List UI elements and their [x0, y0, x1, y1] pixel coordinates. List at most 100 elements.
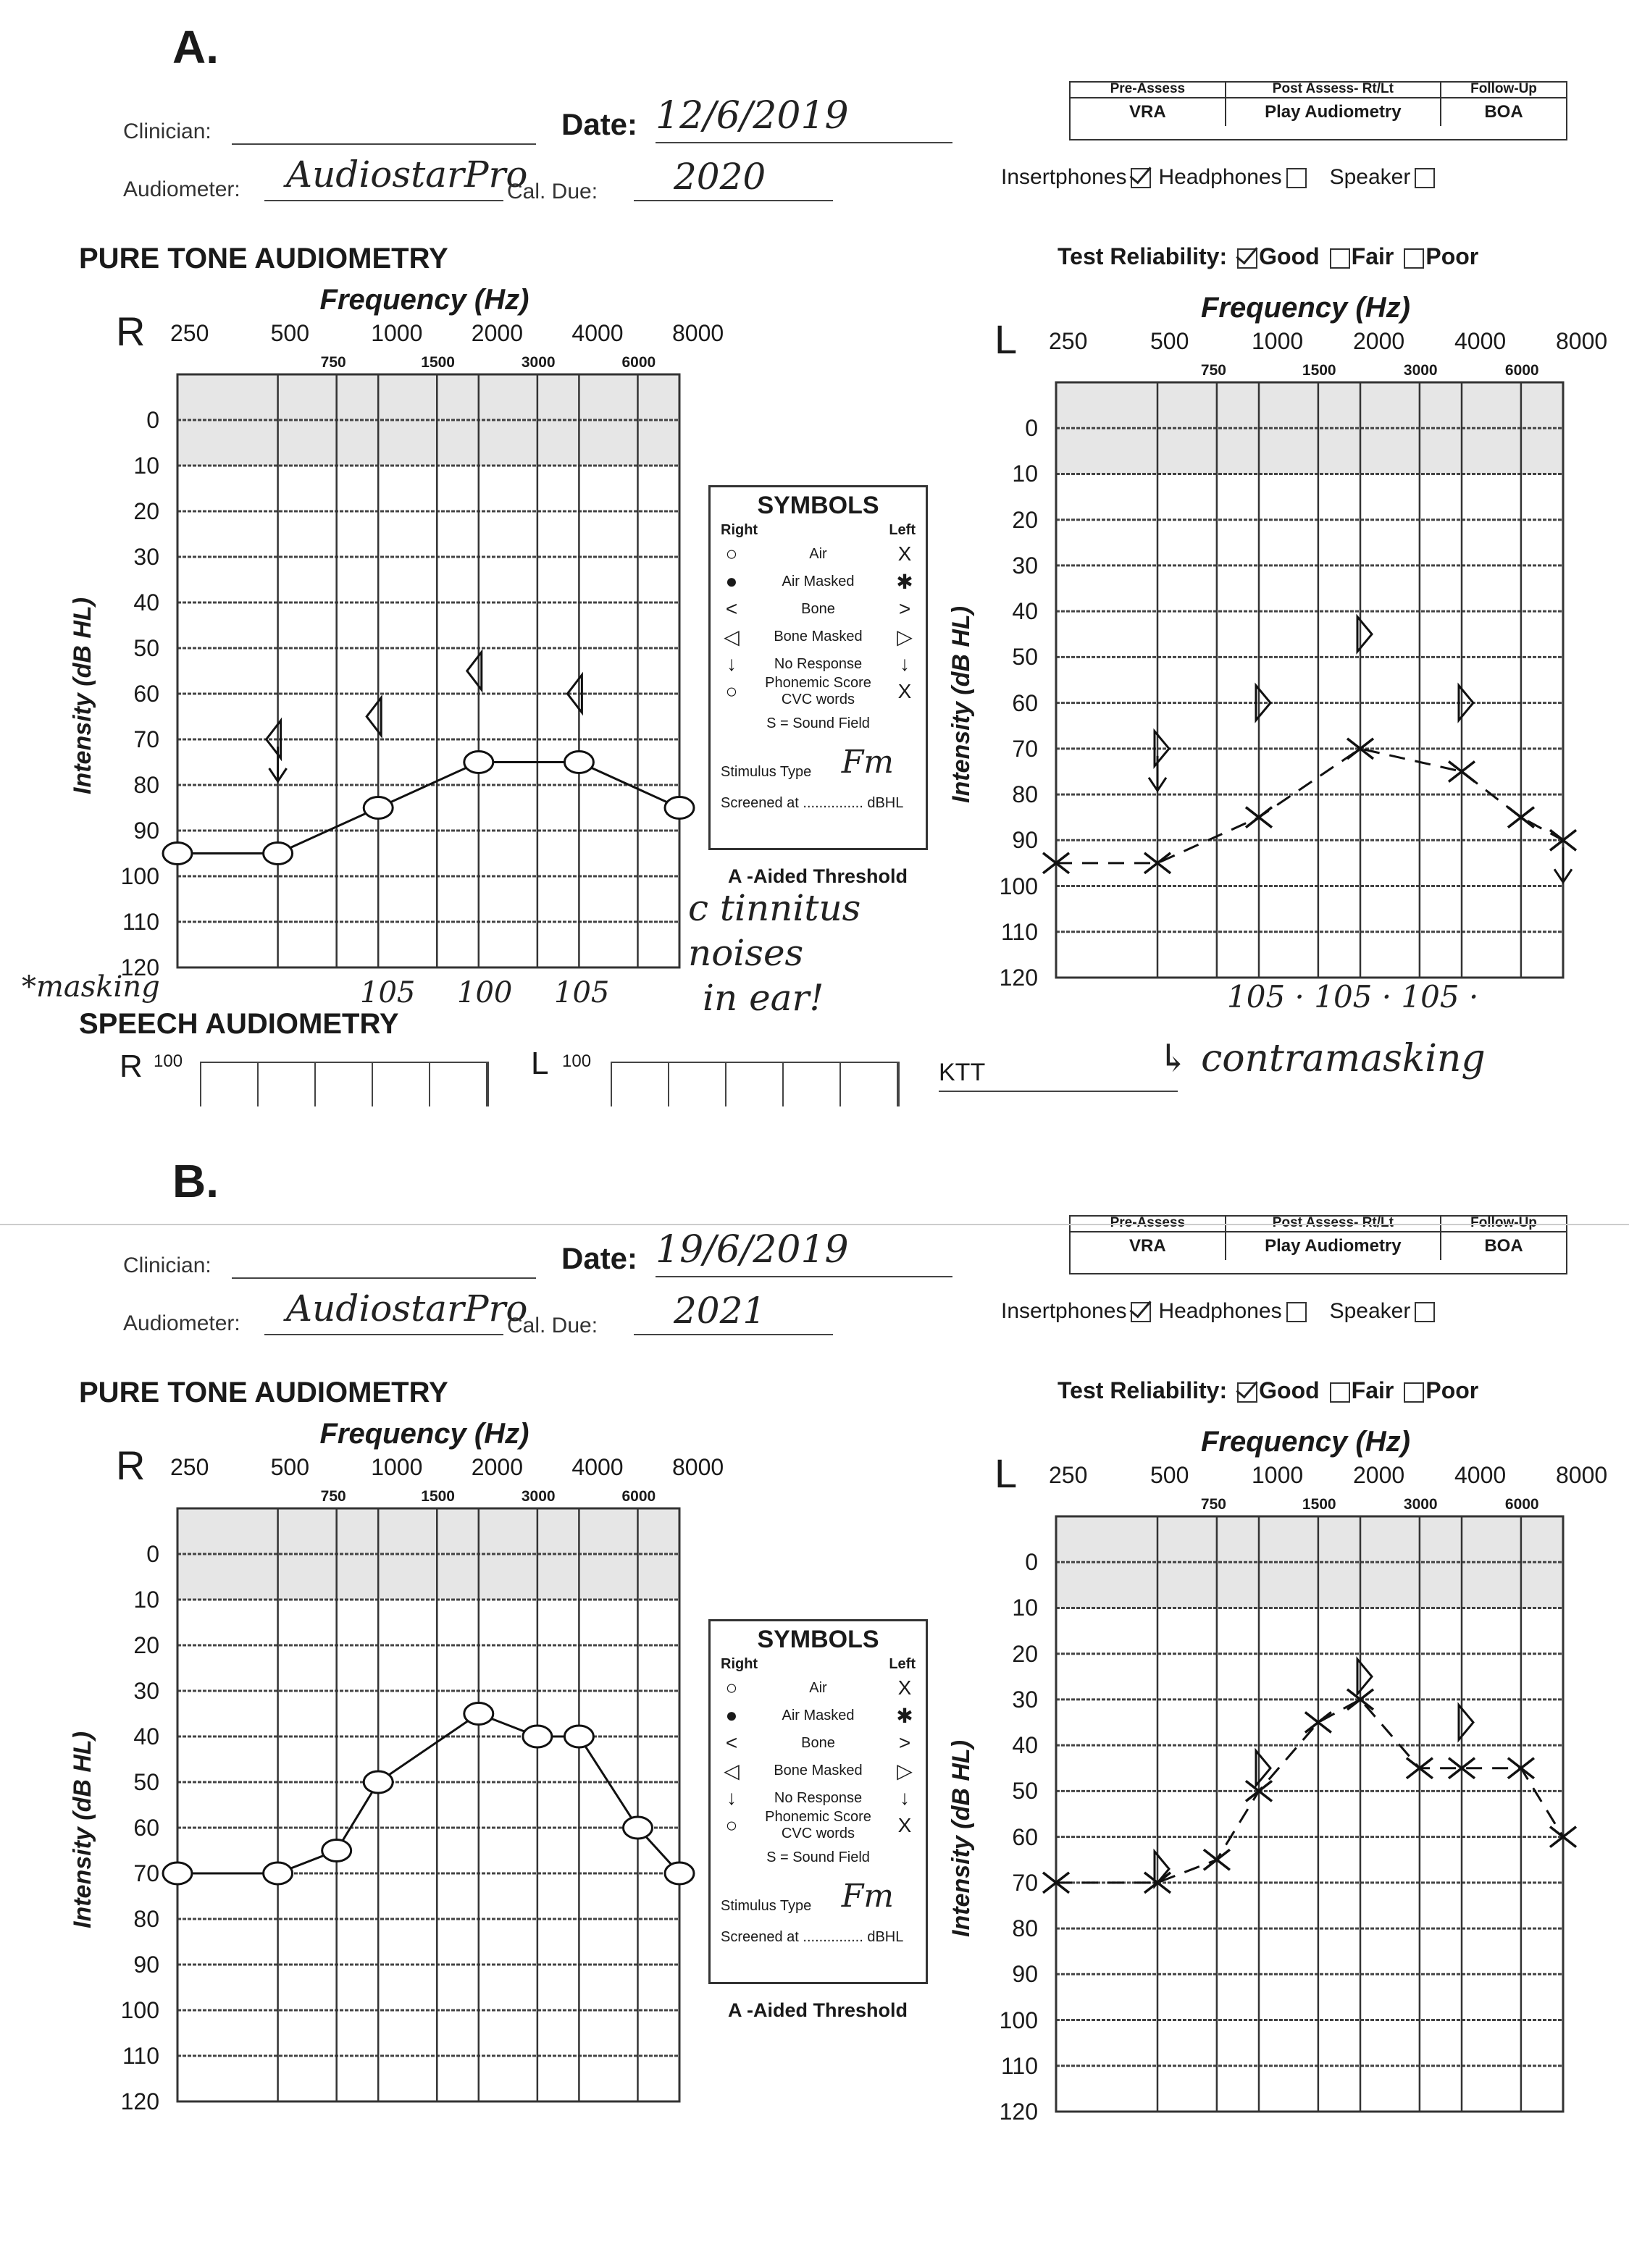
test-type-cell[interactable]: BOA [1484, 1236, 1523, 1256]
test-type-cell[interactable]: Pre-Assess [1071, 83, 1226, 97]
x-tick-label-minor: 1500 [421, 354, 455, 371]
legend-row: ○ Phonemic Score CVC words X [711, 675, 926, 707]
test-type-cell[interactable]: Play Audiometry [1226, 98, 1442, 126]
legend-left-symbol: ✱ [896, 1704, 913, 1727]
x-tick-label-minor: 3000 [521, 354, 556, 371]
x-tick-label: 4000 [571, 1454, 624, 1480]
test-type-cell[interactable]: Pre-Assess [1071, 1217, 1226, 1231]
left-air-point [1042, 1871, 1071, 1894]
y-tick-label: 30 [133, 544, 159, 570]
left-air-point [1405, 1757, 1433, 1780]
left-air-point [1507, 1757, 1535, 1780]
test-type-cell[interactable]: Post Assess- Rt/Lt [1226, 1217, 1442, 1231]
y-tick-label: 30 [133, 1678, 159, 1704]
right-air-point [663, 1861, 695, 1886]
aided-threshold-note: A -Aided Threshold [728, 1999, 908, 2021]
reliability-checkbox[interactable] [1329, 248, 1350, 269]
date-label: Date: [561, 107, 638, 141]
x-tick-label-minor: 1500 [1302, 362, 1336, 379]
transducer-checkbox[interactable] [1286, 168, 1307, 189]
left-ear-label: L [994, 316, 1018, 362]
y-tick-label: 90 [133, 1952, 159, 1978]
cal-due-value: 2021 [674, 1290, 766, 1332]
y-tick-label: 50 [133, 1769, 159, 1795]
legend-left-symbol: ↓ [900, 1786, 910, 1809]
right-bone-masked-point [365, 694, 382, 739]
x-tick-label-minor: 3000 [1403, 1496, 1438, 1513]
test-type-cell[interactable]: Follow-Up [1470, 81, 1537, 96]
test-type-cell[interactable]: VRA [1071, 98, 1226, 126]
y-tick-label: 50 [133, 635, 159, 661]
test-type-cell[interactable]: Follow-Up [1470, 1215, 1537, 1230]
handwritten-tinnitus-note: noises [688, 932, 804, 974]
symbols-legend: SYMBOLS Right Left ○ Air X ● Air Masked ✱ < Bone >… [708, 485, 928, 850]
air-conduction-line [177, 761, 680, 854]
air-conduction-line [1056, 1698, 1565, 1884]
x-tick-label: 500 [270, 1454, 309, 1480]
y-tick-label: 10 [133, 453, 159, 479]
reliability-checkbox[interactable] [1404, 248, 1425, 269]
y-axis-title: Intensity (dB HL) [69, 597, 96, 794]
transducer-checkbox[interactable] [1415, 1302, 1436, 1323]
handwritten-tinnitus-note: in ear! [703, 977, 824, 1019]
transducer-label: Headphones [1158, 165, 1282, 189]
x-tick-label: 1000 [371, 320, 423, 346]
test-type-cell[interactable]: Post Assess- Rt/Lt [1226, 83, 1442, 97]
y-tick-label: 100 [999, 873, 1038, 899]
legend-left-symbol: X [897, 680, 912, 702]
test-type-cell[interactable]: VRA [1071, 1232, 1226, 1260]
x-tick-label-minor: 6000 [621, 1488, 656, 1505]
speech-right-level: 100 [154, 1051, 183, 1071]
cal-due-label: Cal. Due: [507, 180, 598, 203]
legend-row-label: Bone [801, 600, 835, 617]
stimulus-type-label: Stimulus Type [721, 1898, 812, 1914]
legend-title: SYMBOLS [757, 1626, 879, 1653]
x-tick-label: 250 [1049, 328, 1088, 354]
y-tick-label: 20 [1012, 1640, 1038, 1667]
left-air-point [1346, 737, 1375, 760]
y-tick-label: 10 [1012, 461, 1038, 487]
audiometer-value: AudiostarPro [286, 1288, 528, 1330]
y-tick-label: 80 [133, 1906, 159, 1932]
transducer-checkbox[interactable] [1131, 168, 1152, 189]
y-tick-label: 110 [122, 2043, 159, 2069]
right-air-point [162, 841, 193, 865]
left-bone-masked-point [1153, 728, 1171, 769]
x-tick-label: 2000 [471, 1454, 523, 1480]
y-tick-label: 100 [120, 863, 159, 889]
left-bone-masked-point [1356, 1656, 1373, 1697]
y-tick-label: 120 [120, 2088, 159, 2114]
legend-left-symbol: X [897, 1814, 912, 1836]
right-air-point [362, 796, 394, 820]
y-tick-label: 90 [1012, 1961, 1038, 1988]
y-tick-label: 80 [133, 772, 159, 798]
reliability-checkbox[interactable] [1404, 1382, 1425, 1403]
x-tick-label-minor: 1500 [421, 1488, 455, 1505]
reliability-option: Fair [1351, 1377, 1394, 1403]
clinician-label: Clinician: [123, 1253, 212, 1277]
screened-at-label: Screened at ............... dBHL [721, 794, 904, 811]
handwritten-masking-level: 100 [457, 976, 513, 1009]
test-type-box: Pre-Assess Post Assess- Rt/Lt Follow-Up VRA… [1069, 81, 1567, 140]
left-air-point [1346, 1688, 1375, 1711]
left-air-point [1549, 828, 1578, 852]
transducer-checkbox[interactable] [1131, 1302, 1152, 1323]
frequency-axis-title: Frequency (Hz) [1201, 1426, 1410, 1458]
test-type-cell[interactable]: BOA [1484, 102, 1523, 122]
x-tick-label-minor: 750 [1200, 1496, 1226, 1513]
test-type-cell[interactable]: Play Audiometry [1226, 1232, 1442, 1260]
transducer-checkbox[interactable] [1286, 1302, 1307, 1323]
frequency-axis-title: Frequency (Hz) [319, 1418, 529, 1450]
left-air-point [1447, 760, 1476, 783]
y-tick-label: 60 [133, 681, 159, 707]
legend-row: ○ Air X [711, 540, 926, 568]
y-tick-label: 90 [1012, 827, 1038, 854]
reliability-checkbox[interactable] [1237, 248, 1258, 269]
right-air-point [262, 1861, 294, 1886]
reliability-checkbox[interactable] [1237, 1382, 1258, 1403]
reliability-checkbox[interactable] [1329, 1382, 1350, 1403]
transducer-checkbox[interactable] [1415, 168, 1436, 189]
plot-frame [1055, 381, 1565, 979]
x-tick-label: 4000 [571, 320, 624, 346]
reliability-label: Test Reliability: [1058, 1377, 1228, 1403]
